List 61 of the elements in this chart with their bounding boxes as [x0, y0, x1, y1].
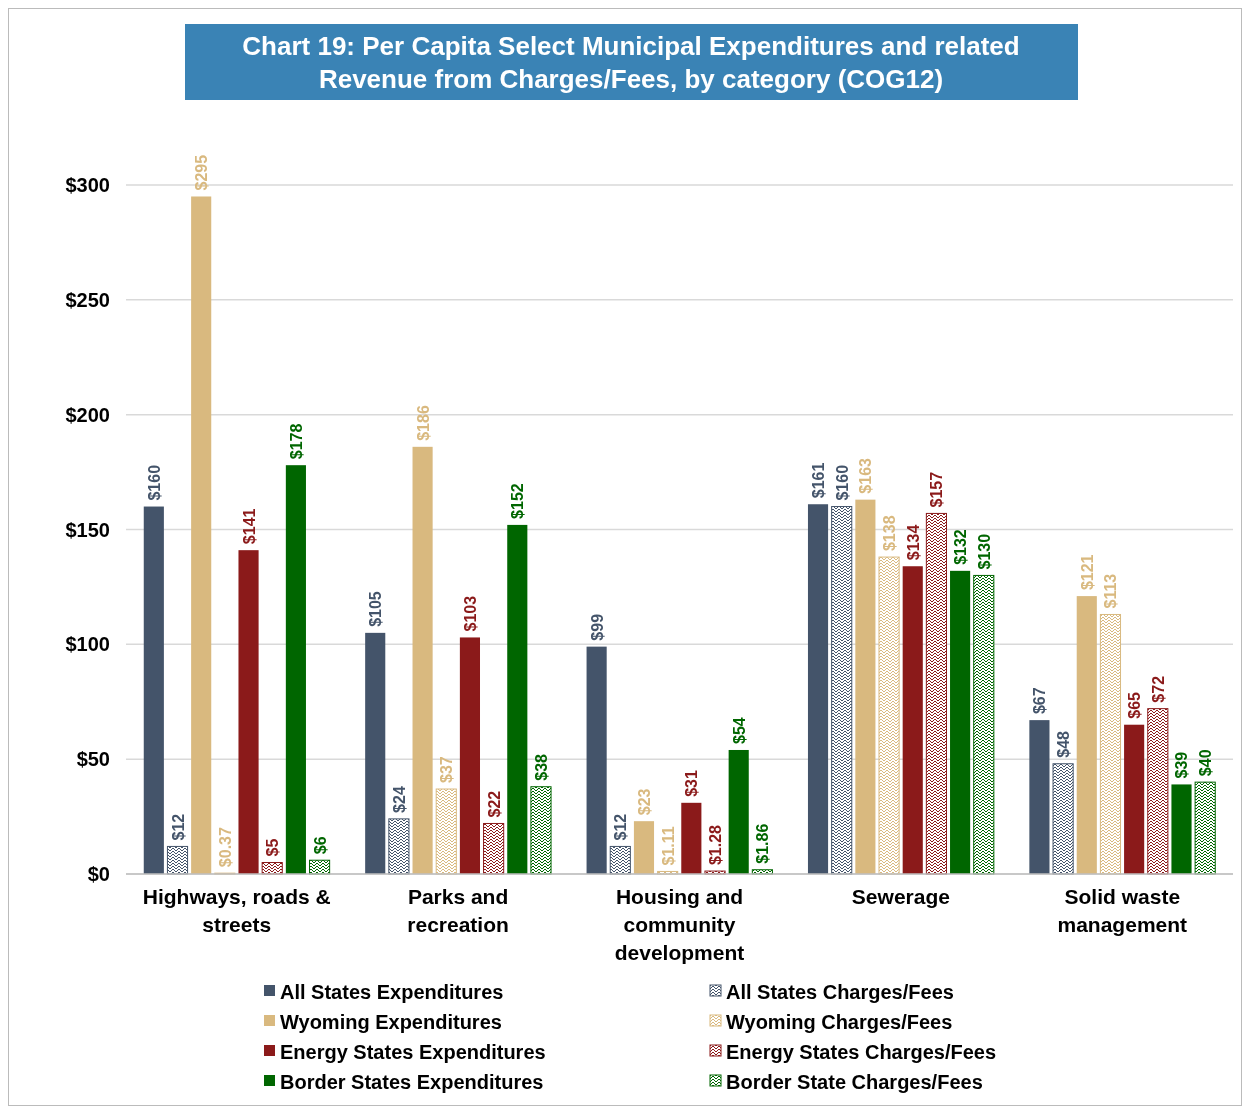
y-tick-label: $250 [65, 288, 110, 311]
data-label: $113 [1102, 573, 1120, 609]
legend-label: All States Charges/Fees [726, 981, 954, 1003]
data-label: $186 [414, 405, 432, 441]
data-label: $40 [1197, 749, 1215, 777]
data-label: $38 [532, 753, 550, 781]
legend-label: Energy States Charges/Fees [726, 1041, 997, 1063]
legend-label: Wyoming Charges/Fees [726, 1011, 953, 1033]
legend-label: Border State Charges/Fees [726, 1071, 983, 1093]
y-tick-label: $200 [65, 403, 110, 426]
data-label: $152 [509, 483, 527, 519]
data-label: $65 [1126, 691, 1144, 719]
data-label: $99 [588, 613, 606, 641]
x-tick-label: Solid waste management [1057, 885, 1188, 936]
legend-label: Border States Expenditures [280, 1071, 544, 1093]
data-label: $54 [730, 717, 748, 744]
y-tick-label: $100 [65, 633, 110, 656]
legend-label: All States Expenditures [280, 981, 504, 1003]
data-label: $138 [881, 515, 899, 552]
y-tick-label: $0 [87, 863, 110, 885]
data-label: $105 [367, 591, 385, 627]
data-label: $12 [612, 813, 630, 841]
data-label: $1.86 [754, 823, 772, 864]
legend-label: Wyoming Expenditures [280, 1011, 502, 1033]
data-label: $37 [438, 756, 456, 784]
y-tick-label: $300 [65, 174, 110, 196]
y-tick-label: $150 [65, 518, 110, 541]
data-label: $23 [635, 788, 653, 816]
data-label: $72 [1149, 675, 1167, 703]
data-label: $160 [145, 464, 163, 501]
data-label: $5 [264, 838, 282, 857]
data-label: $48 [1055, 730, 1073, 758]
x-tick-label: Sewerage [851, 885, 950, 908]
data-label: $157 [928, 471, 946, 508]
data-label: $31 [683, 770, 701, 797]
data-label: $163 [857, 457, 875, 494]
y-tick-label: $50 [76, 748, 110, 771]
data-label: $6 [311, 836, 329, 855]
data-label: $22 [485, 790, 503, 818]
data-label: $39 [1173, 751, 1191, 779]
data-label: $160 [833, 464, 851, 501]
data-label: $178 [287, 423, 305, 460]
data-label: $103 [461, 595, 479, 632]
data-label: $1.28 [707, 824, 725, 866]
data-label: $67 [1031, 687, 1049, 715]
legend-label: Energy States Expenditures [280, 1041, 546, 1063]
data-label: $24 [390, 786, 408, 813]
data-label: $12 [169, 813, 187, 841]
x-tick-label: Parks and recreation [407, 885, 509, 936]
data-label: $132 [952, 529, 970, 565]
data-label: $0.37 [216, 827, 234, 868]
data-label: $134 [904, 524, 922, 561]
x-tick-label: Housing and community development [614, 885, 745, 964]
data-label: $141 [240, 508, 258, 545]
x-tick-label: Highways, roads & streets [142, 885, 331, 936]
data-label: $130 [975, 533, 993, 570]
data-label: $1.11 [659, 826, 677, 866]
data-label: $295 [193, 154, 211, 191]
data-label: $161 [810, 462, 828, 499]
data-label: $121 [1078, 554, 1096, 591]
chart-title: Chart 19: Per Capita Select Municipal Expenditures and related Revenue from Charges/Fees, by category (COG12) [242, 31, 1020, 94]
